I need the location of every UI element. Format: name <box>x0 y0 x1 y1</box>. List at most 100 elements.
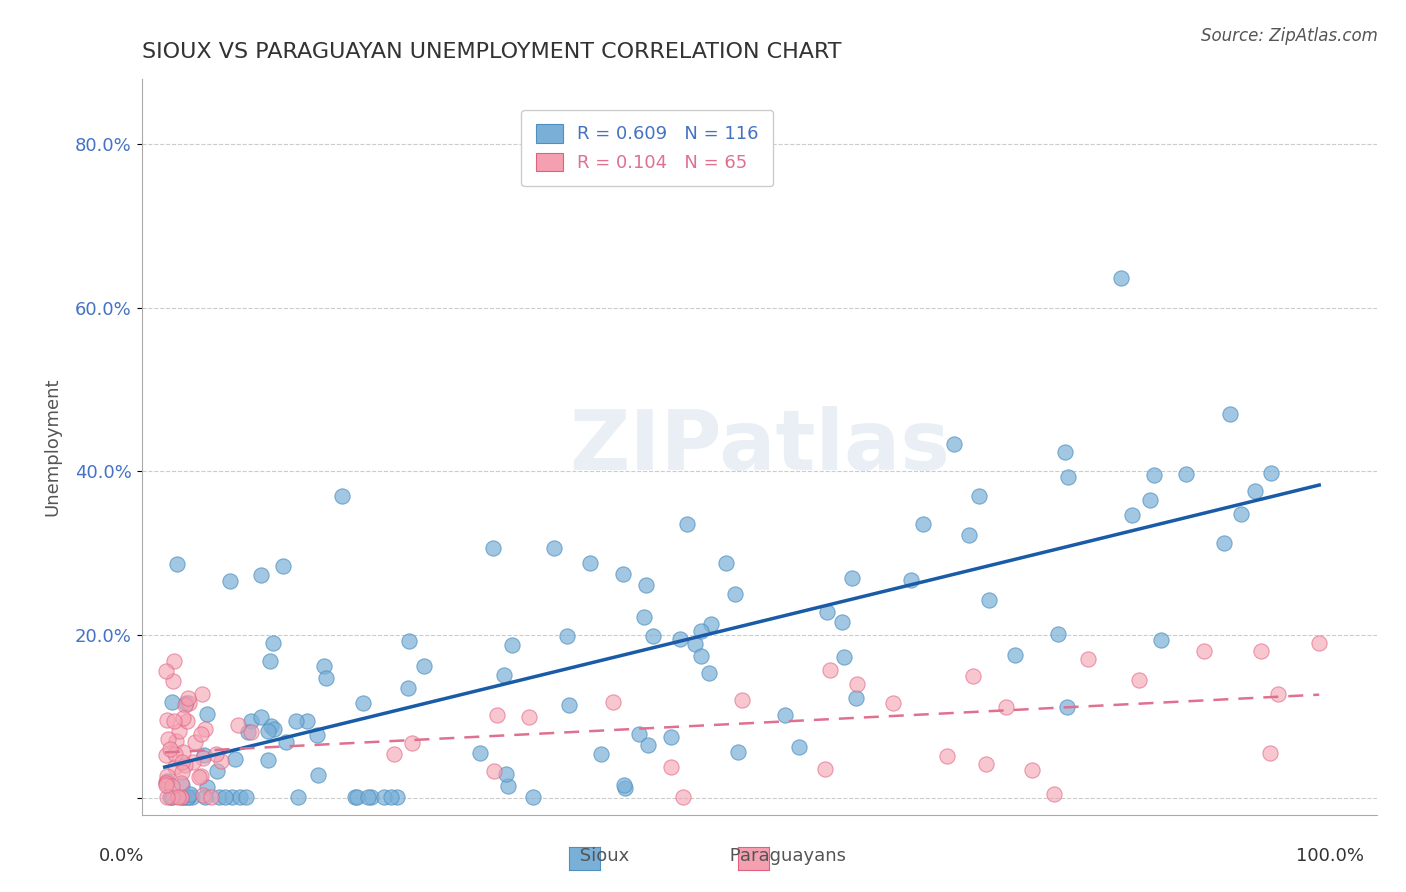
Point <box>177 790 200 805</box>
Point <box>195 706 218 721</box>
Point <box>957 528 980 542</box>
Point <box>195 780 218 795</box>
Point <box>179 788 201 802</box>
Point <box>190 769 212 783</box>
Point <box>357 790 380 805</box>
Point <box>519 710 541 724</box>
Point <box>814 763 837 777</box>
Point <box>481 541 503 556</box>
Point <box>787 739 810 754</box>
Point <box>155 778 177 792</box>
Point <box>724 587 747 601</box>
Point <box>396 681 419 695</box>
Point <box>1258 746 1281 760</box>
Point <box>190 727 212 741</box>
Point <box>841 571 863 585</box>
Point <box>1109 271 1132 285</box>
Point <box>1308 636 1330 650</box>
Point <box>602 695 624 709</box>
Point <box>173 790 195 805</box>
Point <box>637 738 659 752</box>
Point <box>832 650 855 665</box>
Point <box>162 790 184 805</box>
Point <box>221 790 243 805</box>
Point <box>236 724 259 739</box>
Point <box>522 790 544 805</box>
Point <box>257 753 280 767</box>
Point <box>495 767 517 781</box>
Point <box>250 710 273 724</box>
Point <box>1149 633 1171 648</box>
Point <box>683 637 706 651</box>
Point <box>170 778 193 792</box>
Point <box>699 665 721 680</box>
Point <box>846 677 869 691</box>
Point <box>1175 467 1198 481</box>
Point <box>1057 469 1080 483</box>
Point <box>558 698 581 712</box>
Text: 0.0%: 0.0% <box>98 847 143 865</box>
Point <box>183 735 205 749</box>
Text: 100.0%: 100.0% <box>1296 847 1364 865</box>
Point <box>159 790 181 805</box>
Point <box>346 790 368 805</box>
Point <box>305 728 328 742</box>
Point <box>614 781 637 796</box>
Point <box>628 727 651 741</box>
Point <box>882 697 904 711</box>
Point <box>1260 466 1282 480</box>
Point <box>308 768 330 782</box>
Point <box>187 770 209 784</box>
Point <box>174 698 197 712</box>
Point <box>1267 687 1289 701</box>
Point <box>173 790 195 805</box>
Point <box>160 779 183 793</box>
Point <box>659 760 682 774</box>
Point <box>163 760 186 774</box>
Point <box>555 629 578 643</box>
Point <box>155 664 177 678</box>
Point <box>633 609 655 624</box>
Point <box>820 663 842 677</box>
Point <box>1004 648 1026 662</box>
Point <box>413 659 436 673</box>
Point <box>352 697 374 711</box>
Point <box>344 790 367 805</box>
Point <box>177 790 200 805</box>
Point <box>1219 407 1241 421</box>
Point <box>1077 652 1099 666</box>
Point <box>962 668 984 682</box>
Point <box>160 790 183 805</box>
Point <box>155 747 177 762</box>
Point <box>501 638 523 652</box>
Point <box>214 790 236 805</box>
Point <box>193 747 215 762</box>
Point <box>259 654 281 668</box>
Point <box>1139 492 1161 507</box>
Point <box>167 723 190 738</box>
Point <box>156 732 179 747</box>
Point <box>672 790 695 805</box>
Point <box>181 755 204 769</box>
Point <box>287 790 309 805</box>
Point <box>170 755 193 769</box>
Point <box>815 605 838 619</box>
Point <box>170 776 193 790</box>
Point <box>731 693 754 707</box>
Point <box>314 658 336 673</box>
Point <box>257 723 280 738</box>
Point <box>209 754 232 768</box>
Point <box>1128 673 1150 687</box>
Point <box>315 671 337 685</box>
Point <box>911 516 934 531</box>
Point <box>380 790 402 805</box>
Point <box>591 747 613 761</box>
Point <box>174 696 197 710</box>
Point <box>385 790 408 805</box>
Point <box>690 648 713 663</box>
Point <box>295 714 318 728</box>
Point <box>172 745 194 759</box>
Point <box>699 617 721 632</box>
Point <box>226 718 249 732</box>
Point <box>1021 763 1043 777</box>
